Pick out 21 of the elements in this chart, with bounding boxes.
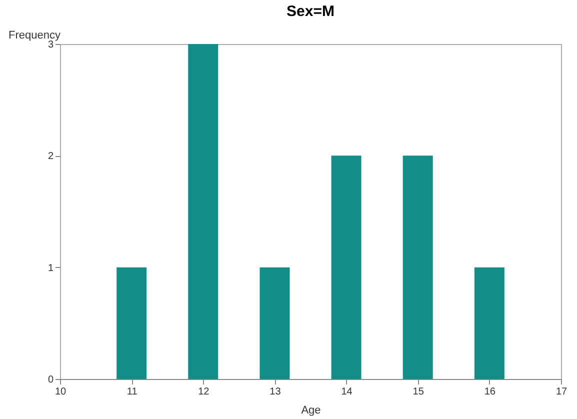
bar [402,156,433,379]
y-axis-title: Frequency [8,30,61,42]
x-tick-label: 16 [484,386,496,398]
bar [116,267,147,379]
y-tick-label: 2 [48,151,54,162]
x-tick-label: 10 [54,386,66,398]
x-tick-label: 13 [270,386,282,398]
x-tick-label: 17 [556,386,568,398]
y-tick-label: 3 [48,40,54,50]
x-tick-label: 15 [412,386,424,398]
bar [188,44,218,379]
bar [260,267,290,379]
y-tick-label: 0 [48,374,54,386]
x-tick-label: 14 [341,386,353,398]
bar [474,267,504,379]
chart-title: Sex=M [286,3,334,20]
x-axis-title: Age [301,404,321,416]
bar [331,156,362,379]
x-tick-label: 11 [126,386,138,398]
x-tick-label: 12 [198,386,210,398]
y-tick-label: 1 [48,262,54,274]
